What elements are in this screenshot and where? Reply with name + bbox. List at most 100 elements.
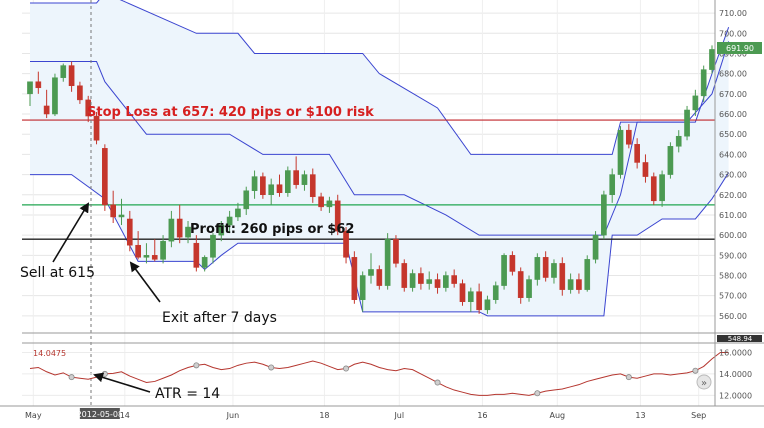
price-tick-label: 710.00	[719, 9, 747, 18]
atr-annotation: ATR = 14	[155, 386, 220, 402]
candle	[650, 172, 657, 205]
time-tick-label: Sep	[691, 411, 706, 420]
candle	[318, 192, 324, 211]
candle-body	[52, 77, 58, 115]
candle	[451, 269, 457, 288]
candle-body	[226, 216, 233, 226]
candle-body	[609, 174, 616, 196]
candle-body	[43, 105, 50, 115]
candle	[110, 190, 116, 224]
sell-arrow	[52, 202, 90, 263]
candle-body	[309, 174, 316, 198]
candle-body	[93, 115, 100, 141]
candle-body	[576, 279, 582, 290]
candle-body	[168, 218, 175, 242]
cut-price-badge	[717, 335, 762, 342]
time-tick-label: May	[25, 411, 42, 420]
candle	[77, 81, 83, 104]
price-tick-label: 580.00	[719, 272, 747, 281]
candle	[542, 251, 549, 282]
candle	[102, 144, 108, 211]
expand-button[interactable]: »	[696, 374, 712, 390]
candle	[626, 124, 632, 149]
candle-body	[534, 257, 541, 280]
atr-marker	[434, 379, 441, 386]
candle-body	[193, 242, 200, 268]
candle	[143, 243, 150, 264]
candle-body	[459, 283, 466, 302]
candle-body	[235, 208, 241, 218]
date-cursor-badge	[79, 408, 120, 419]
candle	[443, 271, 449, 292]
candle	[151, 239, 158, 262]
atr-marker	[625, 374, 632, 381]
candle	[135, 231, 141, 260]
candle	[692, 89, 699, 117]
candle-body	[77, 85, 83, 101]
candle	[160, 235, 166, 264]
candle	[359, 271, 366, 312]
channel-middle-line	[30, 41, 730, 236]
price-tick-label: 670.00	[719, 90, 747, 99]
candle	[476, 283, 482, 314]
candle-body	[426, 279, 433, 284]
candle	[418, 267, 424, 290]
candle	[226, 210, 233, 234]
stop-loss-annotation: Stop Loss at 657: 420 pips or $100 risk	[87, 105, 374, 120]
expand-circle	[696, 374, 712, 390]
atr-marker	[268, 364, 275, 371]
candle	[210, 233, 216, 264]
time-tick-label: 18	[319, 411, 329, 420]
candle-body	[667, 146, 674, 175]
candle	[35, 71, 42, 94]
candle-body	[634, 144, 640, 163]
candle	[27, 81, 33, 106]
candle-body	[526, 279, 532, 298]
candle-body	[201, 257, 208, 268]
candle-body	[260, 176, 266, 196]
candle-body	[351, 257, 358, 300]
price-tick-label: 610.00	[719, 211, 747, 220]
candle	[592, 231, 599, 264]
atr-line	[29, 351, 729, 396]
candle-body	[160, 240, 166, 260]
candle	[334, 194, 341, 236]
time-tick-label: Jul	[393, 411, 404, 420]
candle-body	[709, 49, 715, 70]
candle-body	[434, 279, 441, 288]
candle-body	[243, 190, 250, 210]
candle	[642, 154, 649, 183]
candle	[168, 210, 175, 248]
exit-annotation: Exit after 7 days	[162, 310, 277, 326]
profit-annotation: Profit: 260 pips or $62	[190, 222, 354, 237]
candle-body	[35, 81, 42, 89]
candle-body	[176, 218, 183, 238]
candle	[667, 142, 674, 179]
candle	[501, 253, 507, 290]
candle-body	[318, 196, 324, 208]
candle-body	[301, 174, 308, 185]
date-cursor-label: 2012-05-08	[77, 410, 124, 419]
candle-body	[584, 259, 591, 290]
candle-body	[492, 285, 499, 300]
candle	[601, 190, 607, 240]
candle-body	[601, 194, 607, 236]
sell-annotation: Sell at 615	[20, 265, 95, 281]
atr-marker	[101, 370, 108, 377]
candle-body	[542, 257, 549, 278]
atr-tick-label: 12.0000	[719, 391, 752, 400]
time-tick-label: 16	[477, 411, 487, 420]
candle	[193, 235, 200, 272]
candle-body	[210, 234, 216, 258]
candle-body	[551, 263, 557, 278]
candle-body	[268, 184, 275, 196]
candle-body	[276, 184, 283, 193]
price-tick-label: 600.00	[719, 231, 747, 240]
candle-body	[443, 275, 449, 288]
candle	[526, 275, 532, 302]
candle	[675, 130, 682, 153]
atr-tick-label: 16.0000	[719, 348, 752, 357]
candle	[276, 174, 283, 197]
time-tick-label: 14	[120, 411, 130, 420]
candle-body	[626, 129, 632, 145]
